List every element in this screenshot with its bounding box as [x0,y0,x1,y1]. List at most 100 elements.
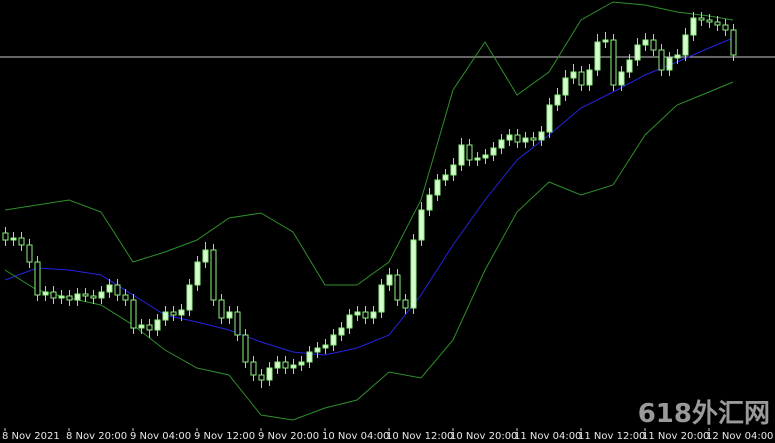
candle-body [226,311,233,319]
band-line [4,1,734,286]
candle-body [378,284,385,313]
x-tick-label: 10 Nov 12:00 [386,431,453,442]
candle-body [154,319,161,331]
candle-body [314,347,321,353]
candle-body [722,24,729,31]
candle-body [346,314,353,329]
band-line [4,81,734,421]
candle-body [130,299,137,329]
candle-body [306,351,313,363]
x-tick-label: 11 Nov 04:00 [514,431,581,442]
candle-body [618,71,625,86]
candle-body [210,249,217,301]
x-tick-label: 10 Nov 20:00 [450,431,517,442]
x-tick-label: 8 Nov 2021 [2,431,60,442]
candle-body [546,104,553,133]
x-tick-label: 9 Nov 12:00 [194,431,255,442]
candle-body [170,311,177,316]
candle-body [98,291,105,299]
candle-body [466,144,473,161]
candle-body [482,154,489,159]
candle-body [42,291,49,296]
x-tick-label: 9 Nov 20:00 [258,431,319,442]
candle-body [506,134,513,141]
candle-body [730,29,737,56]
candle-body [370,311,377,319]
candle-body [602,39,609,43]
candle-body [202,249,209,263]
candle-body [394,274,401,301]
candle-body [514,134,521,143]
candle-body [322,344,329,349]
candle-body [178,309,185,316]
candle-body [658,49,665,71]
candle-body [290,364,297,369]
candle-body [522,137,529,143]
candle-body [234,311,241,336]
candle-body [610,39,617,86]
candle-body [554,94,561,106]
candle-body [90,295,97,299]
candle-body [138,324,145,329]
candle-body [642,39,649,46]
candle-body [122,294,129,301]
x-tick-label: 11 Nov 12:00 [578,431,645,442]
candle-body [330,334,337,346]
candle-body [562,77,569,96]
x-tick-label: 8 Nov 20:00 [66,431,127,442]
candle-body [10,237,17,241]
candle-body [706,19,713,23]
candle-body [418,209,425,241]
candle-body [474,157,481,161]
candle-body [682,34,689,56]
candle-body [74,293,81,301]
candle-body [186,284,193,311]
candle-body [578,71,585,86]
candle-body [586,69,593,86]
candle-body [674,54,681,59]
candle-body [410,239,417,309]
candle-body [538,131,545,141]
candle-body [2,232,9,241]
candle-body [114,284,121,296]
candle-body [698,17,705,21]
candle-body [82,293,89,297]
band-line [4,37,734,356]
watermark: 618外汇网 [638,399,770,429]
candle-body [626,59,633,73]
candle-body [354,311,361,316]
candle-body [218,299,225,319]
candle-body [298,361,305,366]
candle-body [530,137,537,141]
candle-body [650,39,657,51]
candle-body [146,324,153,331]
candle-body [458,144,465,166]
candle-body [50,291,57,299]
candle-body [634,44,641,61]
candle-body [690,17,697,36]
candle-body [490,147,497,156]
candle-body [258,374,265,381]
candle-body [162,311,169,321]
candle-body [18,237,25,246]
candle-body [362,311,369,319]
candle-body [274,361,281,369]
candle-body [498,139,505,149]
candle-body [442,174,449,181]
candle-body [450,164,457,176]
candle-body [26,244,33,263]
candle-body [266,367,273,381]
candle-body [106,284,113,293]
candle-body [338,327,345,336]
candle-body [242,334,249,363]
candle-body [250,361,257,376]
candle-body [570,71,577,79]
candle-body [34,261,41,296]
candle-body [66,295,73,301]
x-tick-label: 9 Nov 04:00 [130,431,191,442]
candle-body [282,361,289,369]
candle-body [434,179,441,196]
